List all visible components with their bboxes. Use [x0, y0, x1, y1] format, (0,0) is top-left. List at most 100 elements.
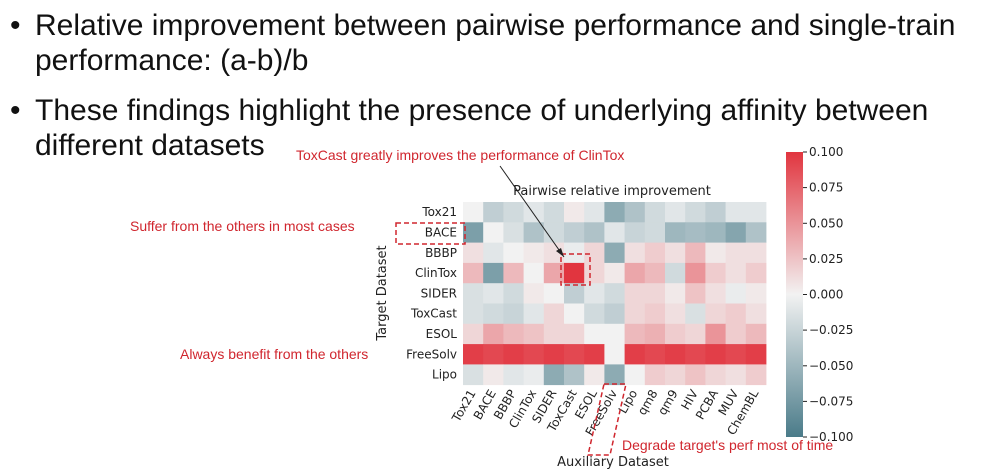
- heatmap-cell-freesolv-esol: [584, 344, 605, 365]
- heatmap-cell-bace-qm9: [665, 222, 686, 243]
- heatmap-cell-tox21-lipo: [624, 202, 646, 223]
- heatmap-cell-esol-lipo: [624, 323, 646, 345]
- heatmap-cell-clintox-qm9: [665, 262, 686, 284]
- heatmap-cell-bace-chembl: [745, 222, 767, 243]
- x-axis-label: Auxiliary Dataset: [557, 455, 669, 470]
- heatmap-cell-tox21-hiv: [685, 202, 706, 223]
- heatmap-cell-lipo-clintox: [523, 364, 545, 386]
- heatmap-cell-esol-tox21: [463, 323, 484, 345]
- heatmap-cell-sider-clintox: [523, 283, 545, 304]
- heatmap-cell-toxcast-muv: [725, 303, 747, 325]
- heatmap-cell-bace-sider: [543, 222, 565, 243]
- heatmap-cell-bbbp-qm8: [644, 242, 666, 264]
- heatmap-cell-bbbp-hiv: [685, 242, 706, 264]
- heatmap-cell-sider-freesolv: [604, 283, 625, 304]
- heatmap-cell-bace-esol: [584, 222, 605, 243]
- heatmap-cell-lipo-bace: [483, 364, 504, 386]
- heatmap-cell-lipo-freesolv: [604, 364, 625, 386]
- annotation-freesolv: Always benefit from the others: [180, 346, 369, 362]
- heatmap-cell-tox21-sider: [543, 202, 565, 223]
- y-tick-label: ClinTox: [415, 266, 457, 280]
- heatmap-cell-clintox-esol: [584, 262, 605, 284]
- heatmap-cell-sider-tox21: [463, 283, 484, 304]
- x-tick-label: Tox21: [449, 387, 479, 425]
- heatmap-cell-clintox-toxcast: [564, 262, 585, 284]
- heatmap-cell-clintox-muv: [725, 262, 747, 284]
- heatmap-cell-sider-muv: [725, 283, 747, 304]
- heatmap-cell-sider-chembl: [745, 283, 767, 304]
- heatmap-cell-bbbp-pcba: [705, 242, 726, 264]
- bullet-text: Relative improvement between pairwise pe…: [35, 9, 956, 77]
- heatmap-cell-esol-qm8: [644, 323, 666, 345]
- heatmap-cell-clintox-chembl: [745, 262, 767, 284]
- heatmap-cell-bace-lipo: [624, 222, 646, 243]
- heatmap-cell-esol-muv: [725, 323, 747, 345]
- y-tick-label: FreeSolv: [406, 347, 457, 361]
- heatmap-cell-esol-esol: [584, 323, 605, 345]
- annotation-arrow-line: [499, 165, 565, 258]
- annotation-degrade: Degrade target's perf most of time: [622, 437, 834, 453]
- colorbar-tick-label: −0.075: [809, 394, 853, 408]
- heatmap-cell-lipo-chembl: [745, 364, 767, 386]
- heatmap-cell-bbbp-freesolv: [604, 242, 625, 264]
- heatmap-cell-lipo-hiv: [685, 364, 706, 386]
- heatmap-cell-freesolv-toxcast: [564, 344, 585, 365]
- heatmap-cell-tox21-bace: [483, 202, 504, 223]
- heatmap-cell-freesolv-qm9: [665, 344, 686, 365]
- heatmap-cell-clintox-freesolv: [604, 262, 625, 284]
- annotation-bace: Suffer from the others in most cases: [130, 218, 355, 234]
- heatmap-cell-toxcast-freesolv: [604, 303, 625, 325]
- heatmap-cell-esol-sider: [543, 323, 565, 345]
- heatmap-cell-bace-freesolv: [604, 222, 625, 243]
- heatmap-cell-toxcast-pcba: [705, 303, 726, 325]
- heatmap-cell-bbbp-bace: [483, 242, 504, 264]
- heatmap-cell-freesolv-hiv: [685, 344, 706, 365]
- heatmap-cell-sider-esol: [584, 283, 605, 304]
- heatmap-cell-esol-bace: [483, 323, 504, 345]
- x-tick-label: qm9: [655, 387, 681, 417]
- colorbar-tick-label: 0.075: [809, 181, 843, 195]
- heatmap-cell-lipo-qm8: [644, 364, 666, 386]
- heatmap-cell-toxcast-bbbp: [503, 303, 524, 325]
- heatmap-cell-toxcast-esol: [584, 303, 605, 325]
- heatmap-cell-tox21-clintox: [523, 202, 545, 223]
- colorbar-tick-label: 0.050: [809, 216, 843, 230]
- bullet-dot: •: [10, 94, 21, 127]
- bace-highlight-box: [395, 222, 466, 245]
- colorbar-tick-label: 0.000: [809, 288, 843, 302]
- heatmap-cell-bace-bbbp: [503, 222, 524, 243]
- heatmap-cell-freesolv-muv: [725, 344, 747, 365]
- heatmap-cell-toxcast-toxcast: [564, 303, 585, 325]
- heatmap-cell-freesolv-chembl: [745, 344, 767, 365]
- heatmap-cell-freesolv-sider: [543, 344, 565, 365]
- y-tick-label: SIDER: [421, 286, 457, 300]
- heatmap-cell-sider-hiv: [685, 283, 706, 304]
- heatmap-cell-tox21-chembl: [745, 202, 767, 223]
- annotation-arrow-head: [556, 248, 564, 257]
- x-tick-label: qm8: [635, 387, 661, 417]
- heatmap-cell-lipo-toxcast: [564, 364, 585, 386]
- heatmap-cell-bbbp-lipo: [624, 242, 646, 264]
- heatmap-cell-bbbp-chembl: [745, 242, 767, 264]
- heatmap-cell-toxcast-tox21: [463, 303, 484, 325]
- heatmap-cell-toxcast-hiv: [685, 303, 706, 325]
- heatmap-cell-toxcast-bace: [483, 303, 504, 325]
- heatmap-cell-esol-pcba: [705, 323, 726, 345]
- y-tick-label: BACE: [425, 226, 457, 240]
- clintox-highlight-box: [560, 253, 591, 286]
- heatmap-cell-sider-lipo: [624, 283, 646, 304]
- heatmap-cell-lipo-lipo: [624, 364, 646, 386]
- bullet-dot: •: [10, 9, 21, 42]
- heatmap-cell-freesolv-tox21: [463, 344, 484, 365]
- heatmap-cell-freesolv-bbbp: [503, 344, 524, 365]
- colorbar: [786, 152, 803, 437]
- heatmap-cell-lipo-bbbp: [503, 364, 524, 386]
- heatmap-cell-clintox-tox21: [463, 262, 484, 284]
- heatmap-cell-freesolv-bace: [483, 344, 504, 365]
- heatmap-cell-lipo-tox21: [463, 364, 484, 386]
- heatmap-cell-esol-freesolv: [604, 323, 625, 345]
- heatmap-cell-bace-pcba: [705, 222, 726, 243]
- heatmap-cell-tox21-tox21: [463, 202, 484, 223]
- heatmap-cell-sider-toxcast: [564, 283, 585, 304]
